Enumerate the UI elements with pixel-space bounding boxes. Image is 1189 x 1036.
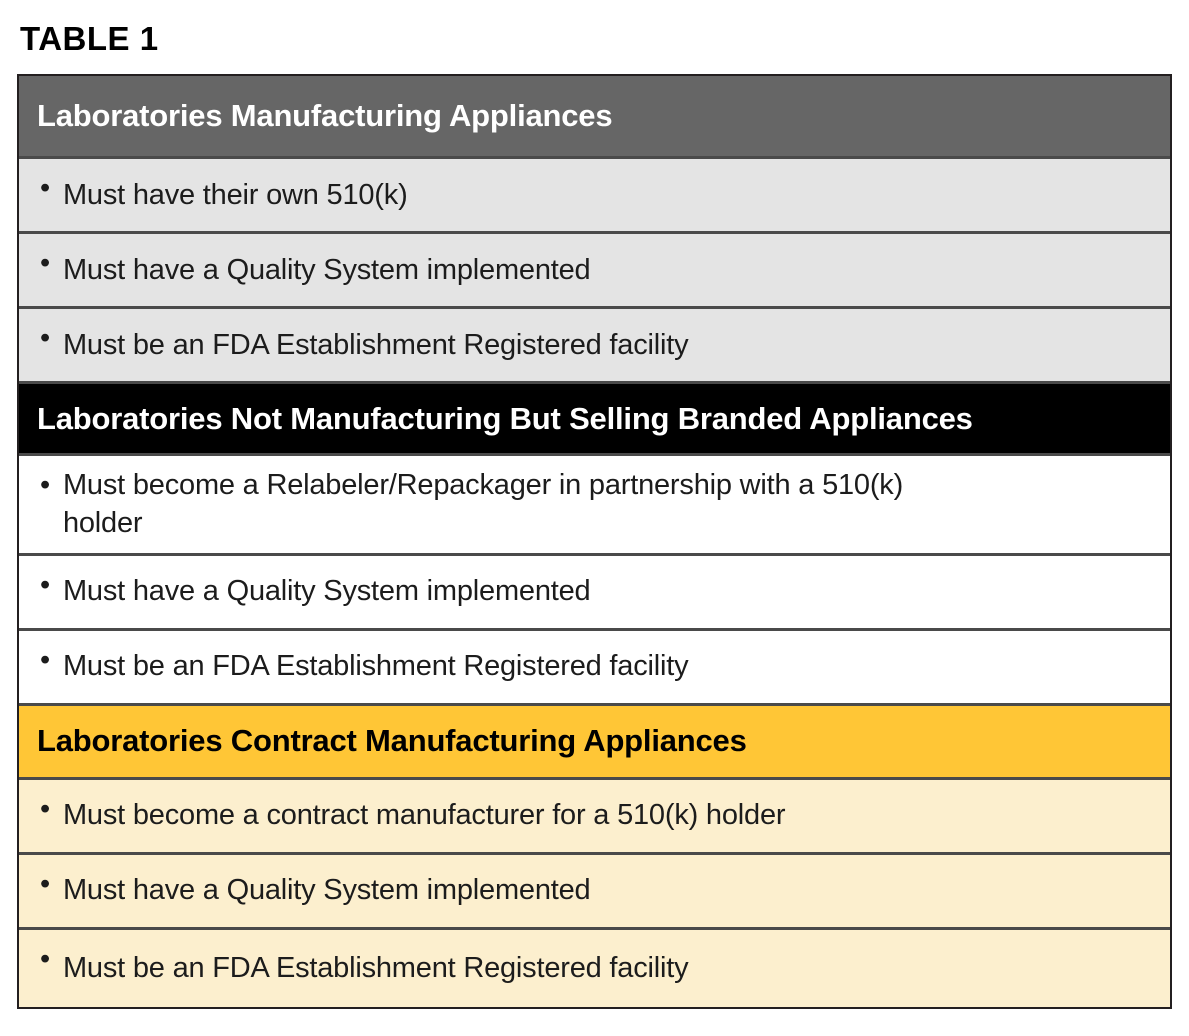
table-row: • Must be an FDA Establishment Registere… (19, 627, 1170, 703)
table-row: • Must become a Relabeler/Repackager in … (19, 453, 1170, 553)
row-text: Must become a Relabeler/Repackager in pa… (62, 469, 904, 540)
row-text: Must be an FDA Establishment Registered … (62, 328, 689, 361)
row-text: Must have a Quality System implemented (62, 874, 591, 907)
table-row: • Must be an FDA Establishment Registere… (19, 926, 1170, 1007)
table-row: • Must become a contract manufacturer fo… (19, 776, 1170, 852)
bullet-icon: • (40, 867, 50, 900)
section-header-not-manufacturing-selling-branded: Laboratories Not Manufacturing But Selli… (19, 381, 1170, 453)
table-row: • Must be an FDA Establishment Registere… (19, 306, 1170, 381)
row-text: Must have a Quality System implemented (62, 575, 591, 608)
bullet-icon: • (40, 643, 50, 676)
bullet-icon: • (40, 172, 50, 204)
bullet-icon: • (40, 792, 50, 825)
table-row: • Must have a Quality System implemented (19, 552, 1170, 628)
bullet-icon: • (40, 469, 50, 501)
row-text: Must be an FDA Establishment Registered … (62, 650, 689, 683)
row-text: Must have their own 510(k) (62, 178, 408, 211)
row-text: Must be an FDA Establishment Registered … (62, 951, 689, 984)
row-text: Must have a Quality System implemented (62, 253, 591, 286)
regulation-table: Laboratories Manufacturing Appliances • … (17, 74, 1172, 1009)
section-header-manufacturing: Laboratories Manufacturing Appliances (19, 76, 1170, 156)
table-row: • Must have a Quality System implemented (19, 851, 1170, 927)
page-title: TABLE 1 (20, 20, 159, 57)
row-text: Must become a contract manufacturer for … (62, 799, 786, 832)
bullet-icon: • (40, 247, 50, 279)
bullet-icon: • (40, 568, 50, 601)
section-header-contract-manufacturing: Laboratories Contract Manufacturing Appl… (19, 702, 1170, 777)
bullet-icon: • (40, 322, 50, 354)
bullet-icon: • (40, 942, 50, 975)
table-row: • Must have a Quality System implemented (19, 231, 1170, 306)
table-row: • Must have their own 510(k) (19, 156, 1170, 231)
